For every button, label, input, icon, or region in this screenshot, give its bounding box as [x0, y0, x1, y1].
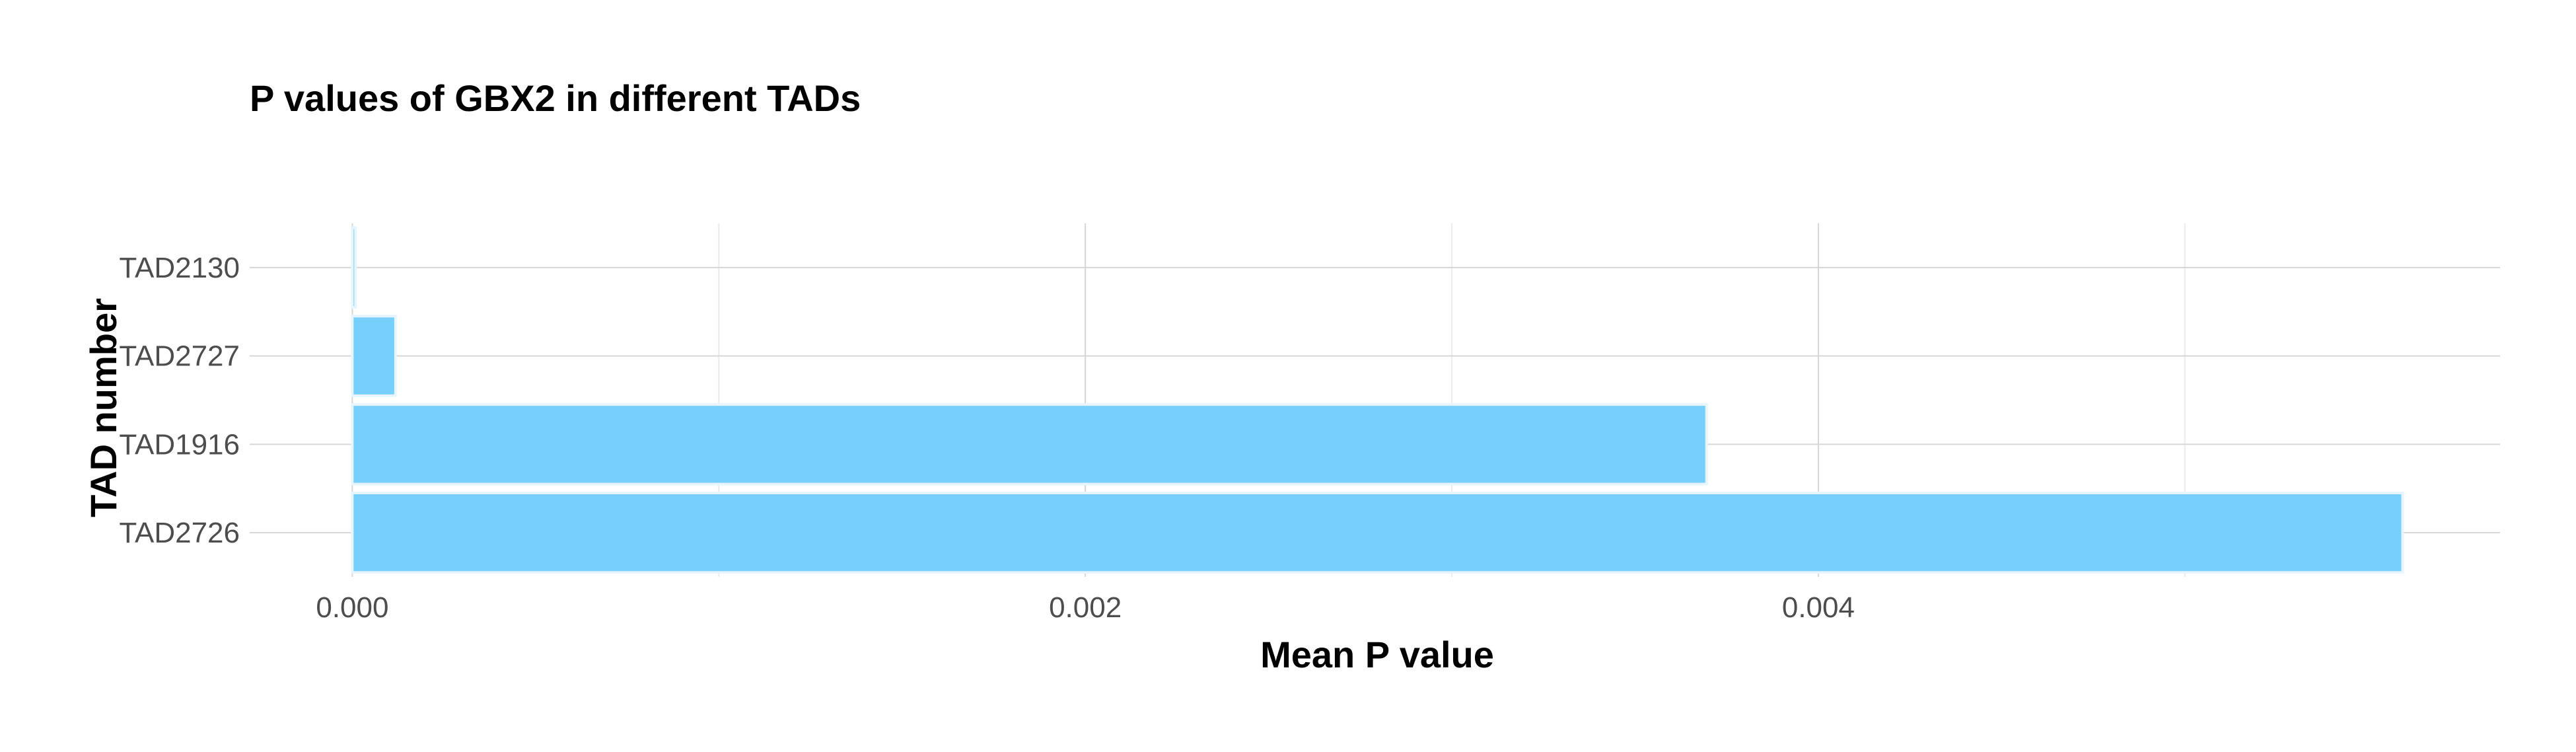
chart-title: P values of GBX2 in different TADs — [250, 77, 861, 119]
bars — [351, 226, 2404, 574]
bar-tad2726 — [351, 491, 2404, 574]
y-tick-labels: TAD2130 TAD2727 TAD1916 TAD2726 — [119, 252, 240, 549]
x-tick-label: 0.004 — [1782, 591, 1855, 624]
bar-tad2727 — [351, 315, 397, 397]
y-tick-label: TAD2130 — [119, 252, 240, 284]
x-tick-label: 0.000 — [316, 591, 388, 624]
x-tick-labels: 0.000 0.002 0.004 — [316, 591, 1855, 624]
y-tick-label: TAD1916 — [119, 428, 240, 461]
y-axis-title: TAD number — [83, 298, 124, 517]
x-tick-label: 0.002 — [1049, 591, 1122, 624]
y-tick-label: TAD2726 — [119, 517, 240, 549]
bar-tad1916 — [351, 403, 1708, 486]
y-tick-label: TAD2727 — [119, 340, 240, 373]
x-axis-title: Mean P value — [1260, 634, 1494, 675]
bar-tad2130 — [351, 226, 357, 309]
